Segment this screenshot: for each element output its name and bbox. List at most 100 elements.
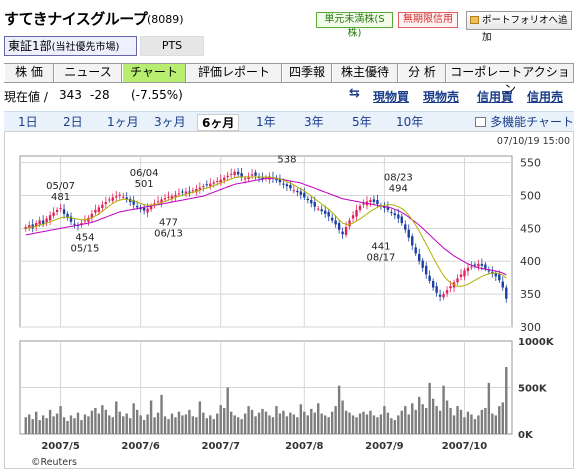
volume-bar (181, 415, 184, 434)
market-pts-tab[interactable]: PTS (140, 36, 204, 56)
candle-body (191, 190, 195, 192)
volume-bar (219, 405, 222, 434)
candle-body (66, 213, 69, 218)
candle-body (282, 183, 285, 185)
candle-body (243, 178, 247, 180)
sell-cash-link[interactable]: 現物売 (423, 90, 460, 104)
y-tick-label: 500 (520, 189, 541, 202)
candle-body (212, 182, 215, 184)
candle-body (94, 209, 97, 213)
price-label: 現在値 / (4, 90, 48, 104)
tab-5[interactable]: 株主優待 (332, 64, 398, 82)
price-annotation: 06/13 (154, 229, 183, 240)
volume-bar (383, 406, 386, 434)
tab-6[interactable]: 分 析 (398, 64, 446, 82)
volume-bar (139, 415, 142, 434)
candle-body (310, 200, 313, 204)
x-tick-label: 2007/10 (442, 441, 487, 452)
candle-body (250, 174, 254, 176)
volume-bar (449, 407, 452, 434)
candle-body (487, 270, 491, 272)
candle-body (424, 265, 428, 275)
volume-bar (104, 409, 108, 434)
candle-body (195, 188, 198, 193)
buy-cash-link[interactable]: 現物買 (373, 90, 410, 104)
volume-bar (41, 415, 45, 434)
sell-margin-link[interactable]: 信用売 (527, 90, 564, 104)
volume-bar (330, 411, 334, 434)
period-8[interactable]: 10年 (396, 115, 424, 129)
period-5[interactable]: 1年 (256, 115, 276, 129)
period-1[interactable]: 2日 (63, 115, 83, 129)
period-0[interactable]: 1日 (18, 115, 38, 129)
volume-bar (498, 406, 501, 434)
period-2[interactable]: 1ヶ月 (107, 115, 139, 129)
candle-body (45, 218, 48, 223)
volume-bar (80, 420, 83, 434)
volume-bar (184, 414, 188, 434)
volume-bar (421, 404, 424, 434)
volume-bar (115, 401, 118, 434)
badge-odd-lot[interactable]: 単元未満株(S株) (316, 12, 393, 39)
volume-bar (438, 410, 442, 434)
market-selected[interactable]: 東証1部(当社優先市場) (4, 36, 137, 56)
volume-bar (254, 416, 257, 434)
volume-bar (282, 410, 285, 434)
candle-body (299, 191, 303, 195)
candle-body (285, 184, 289, 187)
candle-body (414, 247, 417, 254)
volume-bar (209, 415, 212, 434)
volume-bar (351, 415, 355, 434)
period-4[interactable]: 6ヶ月 (197, 114, 240, 131)
volume-bar (226, 387, 229, 434)
tab-1[interactable]: ニュース (54, 64, 122, 82)
volume-bar (376, 417, 379, 434)
volume-bar (484, 407, 487, 434)
volume-bar (101, 405, 104, 434)
candle-body (73, 223, 76, 225)
candle-body (355, 209, 358, 217)
volume-bar (355, 417, 358, 434)
badge-unlimited-margin[interactable]: 無期限信用 (398, 12, 458, 28)
candle-body (55, 209, 59, 212)
candle-body (188, 191, 191, 193)
multi-chart-label: 多機能チャート (490, 115, 574, 129)
add-to-portfolio-button[interactable]: ポートフォリオへ追加 (466, 11, 572, 43)
volume-bar (205, 418, 209, 434)
candle-body (442, 294, 445, 298)
candle-body (41, 220, 45, 224)
candle-body (362, 203, 365, 205)
candle-body (226, 175, 229, 178)
period-6[interactable]: 3年 (304, 115, 324, 129)
candle-body (418, 253, 421, 262)
multi-chart-link[interactable]: 多機能チャート (475, 113, 574, 130)
period-3[interactable]: 3ヶ月 (154, 115, 186, 129)
volume-bar (348, 412, 351, 434)
tab-4[interactable]: 四季報 (282, 64, 332, 82)
volume-bar (83, 414, 87, 434)
tab-7[interactable]: コーポレートアクション (446, 64, 574, 96)
volume-bar (34, 411, 38, 434)
volume-bar (473, 419, 477, 434)
price-annotation: 501 (135, 179, 154, 190)
buy-margin-link[interactable]: 信用買 (477, 90, 514, 104)
volume-bar (390, 418, 393, 434)
volume-bar (393, 420, 397, 434)
volume-bar (146, 414, 149, 434)
candle-body (369, 200, 372, 203)
tab-2[interactable]: チャート (122, 64, 186, 82)
volume-bar (397, 415, 400, 434)
candle-body (344, 227, 348, 235)
x-tick-label: 2007/9 (365, 441, 403, 452)
candle-body (101, 204, 104, 208)
period-7[interactable]: 5年 (352, 115, 372, 129)
stock-chart: 2007/5 2007/6 2007/7 2007/8 2007/9 2007/10 300… (19, 154, 555, 468)
candle-body (459, 274, 463, 278)
candle-body (48, 215, 52, 221)
volume-bar (494, 415, 498, 434)
candle-body (278, 178, 282, 183)
tab-3[interactable]: 評価レポート (186, 64, 282, 82)
candle-body (303, 192, 306, 198)
tab-0[interactable]: 株 価 (4, 64, 54, 82)
volume-bar (195, 417, 198, 434)
